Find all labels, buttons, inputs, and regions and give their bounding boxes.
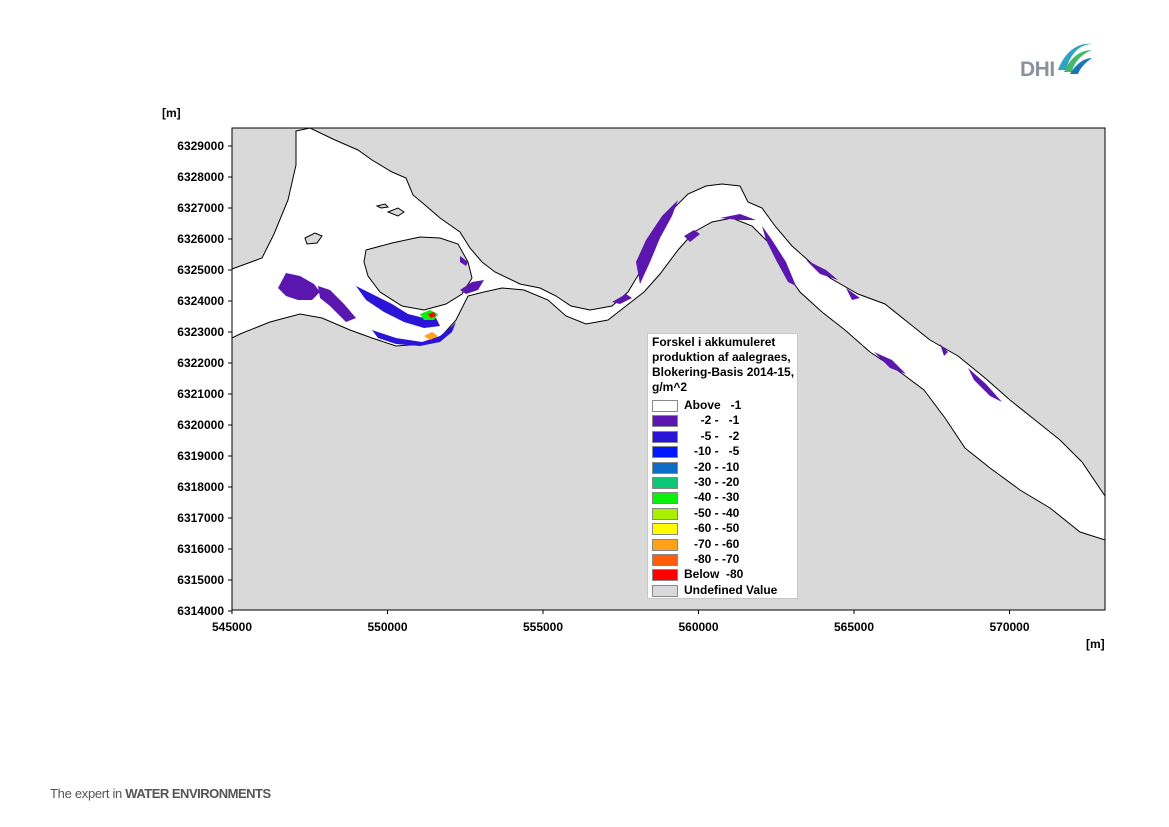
legend-label: -70 - -60 <box>684 536 740 551</box>
y-tick-label: 6319000 <box>177 449 224 463</box>
legend-label: -5 - -2 <box>684 428 740 443</box>
y-tick-label: 6316000 <box>177 542 224 556</box>
patch-purple <box>940 344 948 356</box>
y-tick-label: 6324000 <box>177 294 224 308</box>
patch-hotspot-orange <box>424 332 438 340</box>
patch-blue <box>372 322 456 346</box>
patch-hotspot-red <box>428 312 436 318</box>
legend-swatch <box>652 477 678 489</box>
y-tick-label: 6317000 <box>177 511 224 525</box>
legend-title: Forskel i akkumuleret produktion af aale… <box>652 335 795 394</box>
islet <box>375 203 390 209</box>
y-tick-label: 6327000 <box>177 201 224 215</box>
patch-purple <box>846 288 860 300</box>
legend-label: -2 - -1 <box>684 413 740 428</box>
patch-purple <box>318 286 356 322</box>
patch-purple <box>684 230 700 242</box>
legend-label: -50 - -40 <box>684 505 740 520</box>
plot-frame <box>231 127 1106 611</box>
patch-purple <box>636 200 678 284</box>
patch-purple <box>612 294 632 304</box>
x-tick-label: 550000 <box>367 620 408 634</box>
dhi-logo: DHI <box>1018 36 1094 84</box>
x-tick-label: 545000 <box>211 620 253 634</box>
island <box>363 236 473 311</box>
legend-swatch <box>652 400 678 412</box>
legend-label: -20 - -10 <box>684 459 740 474</box>
x-axis-unit: [m] <box>1086 637 1105 651</box>
legend-swatch <box>652 507 678 520</box>
y-tick-label: 6328000 <box>177 170 224 184</box>
legend-label: Undefined Value <box>684 582 778 597</box>
y-tick-label: 6320000 <box>177 418 224 432</box>
y-tick-label: 6326000 <box>177 232 224 246</box>
y-tick-label: 6323000 <box>177 325 224 339</box>
x-tick-label: 560000 <box>678 620 719 634</box>
legend-swatch <box>652 461 678 474</box>
legend-label: Below -80 <box>684 567 744 582</box>
patch-purple <box>874 352 906 374</box>
legend-swatch <box>652 554 678 566</box>
legend: Forskel i akkumuleret produktion af aale… <box>647 333 798 599</box>
legend-swatch <box>652 492 678 505</box>
legend-label: -60 - -50 <box>684 521 740 536</box>
tagline-prefix: The expert in <box>50 786 126 801</box>
legend-swatch <box>652 569 678 582</box>
islet <box>304 232 323 245</box>
dhi-wave-icon <box>1058 43 1092 74</box>
patch-purple <box>806 260 838 280</box>
tick-marks <box>228 145 1010 614</box>
patch-purple <box>968 368 1002 402</box>
y-axis-unit: [m] <box>162 106 181 120</box>
legend-label: -30 - -20 <box>684 475 740 489</box>
y-tick-label: 6322000 <box>177 356 224 370</box>
y-tick-label: 6321000 <box>177 387 224 401</box>
islet <box>386 207 405 217</box>
tagline-bold: WATER ENVIRONMENTS <box>125 786 271 801</box>
patch-purple <box>460 256 468 266</box>
patch-purple <box>762 226 796 286</box>
legend-swatch <box>652 538 678 551</box>
legend-swatch <box>652 446 678 459</box>
dhi-logo-text: DHI <box>1020 58 1055 81</box>
footer-tagline: The expert in WATER ENVIRONMENTS <box>50 786 271 801</box>
x-tick-label: 555000 <box>522 620 564 634</box>
legend-swatch <box>652 584 678 597</box>
legend-label: -10 - -5 <box>684 444 740 459</box>
patch-purple <box>460 280 484 294</box>
legend-swatch <box>652 415 678 428</box>
patch-purple <box>720 214 756 220</box>
legend-swatch <box>652 430 678 443</box>
y-tick-label: 6325000 <box>177 263 224 277</box>
legend-swatch <box>652 523 678 536</box>
legend-label: Above -1 <box>684 398 742 412</box>
legend-label: -40 - -30 <box>684 490 740 505</box>
legend-label: -80 - -70 <box>684 552 740 566</box>
y-tick-label: 6315000 <box>177 573 224 587</box>
y-tick-label: 6318000 <box>177 480 224 494</box>
x-tick-label: 565000 <box>833 620 875 634</box>
y-tick-label: 6329000 <box>177 139 224 153</box>
y-tick-label: 6314000 <box>177 604 224 618</box>
x-tick-label: 570000 <box>989 620 1030 634</box>
patch-blue <box>356 286 440 328</box>
patch-purple <box>278 273 320 300</box>
water-body <box>231 127 1106 541</box>
